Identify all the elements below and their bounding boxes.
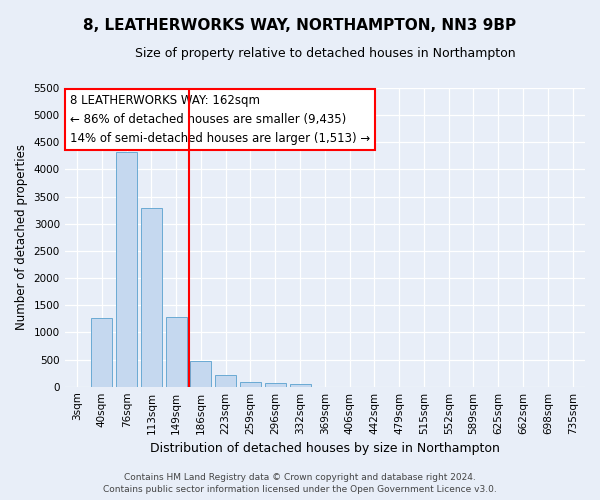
- Bar: [290, 384, 311, 386]
- Bar: [166, 317, 187, 386]
- Bar: [265, 384, 286, 386]
- Bar: [91, 318, 112, 386]
- Bar: [215, 374, 236, 386]
- Bar: [190, 360, 211, 386]
- Text: 8, LEATHERWORKS WAY, NORTHAMPTON, NN3 9BP: 8, LEATHERWORKS WAY, NORTHAMPTON, NN3 9B…: [83, 18, 517, 32]
- Bar: [141, 208, 162, 386]
- Text: 8 LEATHERWORKS WAY: 162sqm
← 86% of detached houses are smaller (9,435)
14% of s: 8 LEATHERWORKS WAY: 162sqm ← 86% of deta…: [70, 94, 370, 145]
- Text: Contains HM Land Registry data © Crown copyright and database right 2024.
Contai: Contains HM Land Registry data © Crown c…: [103, 472, 497, 494]
- Bar: [116, 152, 137, 386]
- Title: Size of property relative to detached houses in Northampton: Size of property relative to detached ho…: [134, 48, 515, 60]
- Y-axis label: Number of detached properties: Number of detached properties: [15, 144, 28, 330]
- X-axis label: Distribution of detached houses by size in Northampton: Distribution of detached houses by size …: [150, 442, 500, 455]
- Bar: [240, 382, 261, 386]
